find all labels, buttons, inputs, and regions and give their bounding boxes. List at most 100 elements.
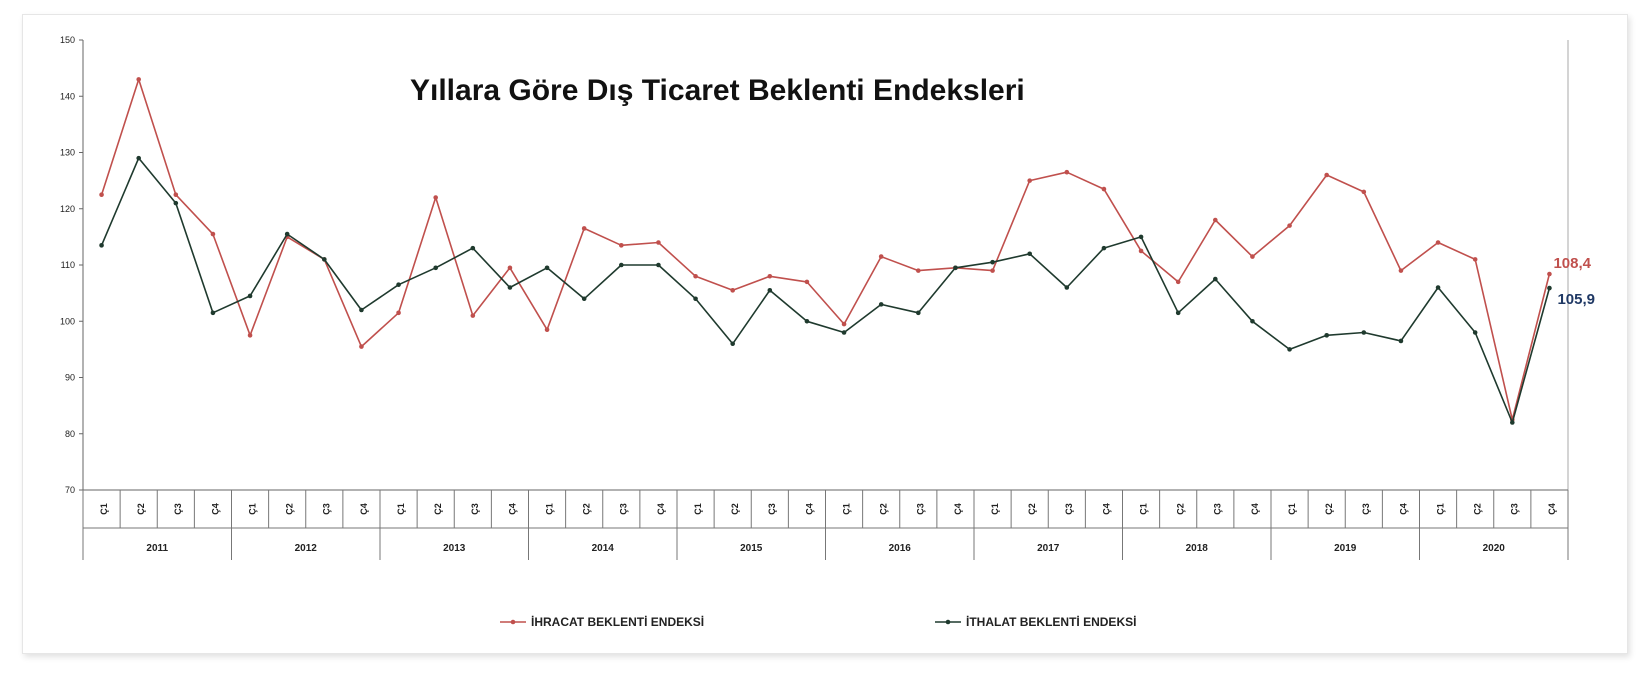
x-quarter-label: Ç1 — [990, 503, 1000, 515]
data-point-ithalat — [136, 155, 141, 161]
data-point-ihracat — [1398, 268, 1404, 273]
y-tick-label: 90 — [65, 373, 75, 383]
data-point-ithalat — [693, 296, 698, 302]
data-point-ithalat — [953, 265, 958, 271]
data-point-ithalat — [841, 330, 847, 335]
x-quarter-label: Ç4 — [507, 503, 517, 515]
y-tick-label: 150 — [60, 35, 75, 45]
x-quarter-label: Ç1 — [1435, 503, 1445, 515]
x-year-label: 2020 — [1483, 543, 1506, 554]
x-year-label: 2018 — [1186, 543, 1209, 554]
data-point-ithalat — [1510, 420, 1515, 425]
x-year-label: 2016 — [889, 543, 912, 554]
series-line-ihracat — [100, 78, 1551, 421]
x-quarter-label: Ç3 — [619, 503, 629, 515]
data-point-ithalat — [173, 200, 179, 206]
data-point-ihracat — [544, 327, 550, 332]
y-tick-label: 70 — [65, 485, 75, 495]
data-point-ithalat — [1101, 245, 1107, 251]
x-quarter-label: Ç2 — [1027, 503, 1037, 515]
data-point-ithalat — [359, 307, 364, 313]
data-point-ihracat — [619, 243, 624, 248]
x-quarter-label: Ç4 — [1250, 503, 1260, 515]
data-point-ihracat — [767, 273, 773, 279]
y-tick-label: 110 — [61, 260, 75, 270]
data-point-ithalat — [544, 265, 550, 271]
data-point-ithalat — [1250, 318, 1255, 324]
x-quarter-label: Ç4 — [359, 503, 369, 515]
data-point-ithalat — [247, 293, 253, 299]
data-point-ihracat — [1027, 178, 1032, 183]
x-quarter-label: Ç1 — [1287, 503, 1297, 515]
y-tick-label: 130 — [60, 148, 75, 158]
x-quarter-label: Ç1 — [1138, 503, 1148, 515]
data-point-ithalat — [1138, 234, 1144, 240]
data-point-ihracat — [1250, 254, 1255, 259]
data-point-ithalat — [804, 318, 810, 324]
x-quarter-label: Ç3 — [470, 503, 480, 515]
data-point-ithalat — [1435, 285, 1441, 290]
data-point-ihracat — [396, 310, 401, 316]
series-line-ithalat — [100, 157, 1551, 424]
data-point-ithalat — [619, 262, 624, 268]
data-point-ithalat — [767, 288, 773, 293]
x-year-label: 2015 — [740, 543, 763, 554]
data-point-ithalat — [1361, 330, 1367, 335]
x-quarter-label: Ç2 — [582, 503, 592, 515]
legend-swatch-marker — [945, 619, 951, 625]
chart-title: Yıllara Göre Dış Ticaret Beklenti Endeks… — [410, 74, 1025, 107]
data-point-ihracat — [173, 192, 179, 197]
y-tick-label: 120 — [60, 204, 75, 214]
data-point-ihracat — [581, 226, 587, 231]
data-point-ihracat — [1547, 271, 1552, 277]
data-point-ihracat — [841, 321, 847, 327]
data-point-ithalat — [284, 231, 290, 237]
data-point-ihracat — [730, 288, 735, 293]
data-point-ithalat — [656, 262, 661, 268]
x-quarter-label: Ç2 — [1324, 503, 1334, 515]
data-point-ihracat — [433, 195, 438, 200]
data-point-ithalat — [507, 285, 513, 290]
x-quarter-label: Ç2 — [730, 503, 740, 515]
data-point-ithalat — [1064, 285, 1070, 290]
x-quarter-label: Ç2 — [433, 503, 443, 515]
data-point-ihracat — [1064, 169, 1070, 175]
data-point-ihracat — [99, 192, 104, 197]
y-tick-label: 80 — [65, 429, 75, 439]
data-point-ithalat — [916, 310, 921, 316]
x-quarter-label: Ç2 — [285, 503, 295, 515]
data-point-ihracat — [1435, 240, 1441, 245]
data-point-ihracat — [878, 254, 884, 259]
data-point-ihracat — [1361, 189, 1367, 195]
data-point-ihracat — [1324, 172, 1329, 178]
data-point-ithalat — [433, 265, 438, 271]
legend-entry-label: İHRACAT BEKLENTİ ENDEKSİ — [531, 614, 704, 629]
data-point-ithalat — [878, 302, 884, 307]
legend-swatch-marker — [510, 619, 516, 625]
data-point-ihracat — [136, 77, 141, 82]
x-quarter-label: Ç3 — [1213, 503, 1223, 515]
x-quarter-label: Ç3 — [322, 503, 332, 515]
data-point-ithalat — [990, 259, 995, 265]
y-tick-label: 100 — [60, 316, 75, 326]
x-year-label: 2011 — [146, 543, 168, 554]
legend-entry-label: İTHALAT BEKLENTİ ENDEKSİ — [966, 614, 1136, 629]
data-point-ihracat — [210, 231, 216, 237]
x-quarter-label: Ç2 — [136, 503, 146, 515]
data-point-ihracat — [1138, 248, 1144, 254]
x-quarter-label: Ç3 — [1064, 503, 1074, 515]
data-point-ithalat — [470, 245, 476, 251]
x-quarter-label: Ç1 — [247, 503, 257, 515]
x-year-label: 2019 — [1334, 543, 1357, 554]
data-point-ithalat — [210, 310, 216, 316]
x-year-label: 2013 — [443, 543, 466, 554]
data-point-ihracat — [1175, 279, 1181, 285]
data-point-ithalat — [1324, 333, 1329, 338]
x-quarter-label: Ç4 — [1398, 503, 1408, 515]
x-year-label: 2012 — [295, 543, 318, 554]
x-quarter-label: Ç1 — [544, 503, 554, 515]
x-quarter-label: Ç3 — [1510, 503, 1520, 515]
x-quarter-label: Ç1 — [841, 503, 851, 515]
data-point-ihracat — [990, 268, 995, 273]
